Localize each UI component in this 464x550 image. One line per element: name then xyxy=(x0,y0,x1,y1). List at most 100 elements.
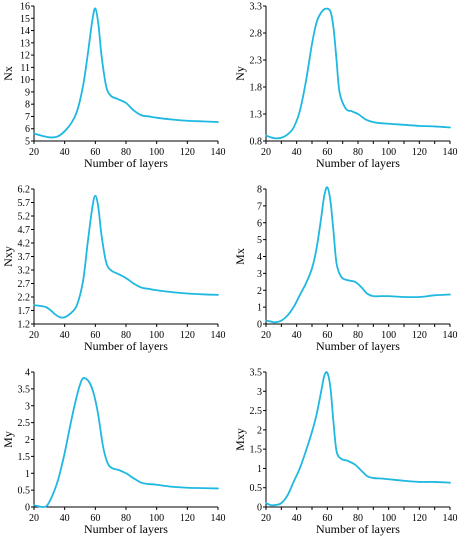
x-tick-label: 80 xyxy=(353,513,363,524)
x-tick-label: 80 xyxy=(121,147,131,158)
x-axis-title: Number of layers xyxy=(84,339,168,353)
x-tick-label: 140 xyxy=(443,330,458,341)
x-tick-label: 80 xyxy=(121,330,131,341)
y-tick-label: 3 xyxy=(257,269,262,280)
y-tick-label: 11 xyxy=(20,63,30,74)
x-tick-label: 60 xyxy=(322,513,332,524)
series-line xyxy=(33,7,219,139)
y-tick-label: 7 xyxy=(25,112,30,123)
y-axis-title: Mxy xyxy=(233,428,247,451)
y-tick-label: 2.2 xyxy=(18,293,31,304)
series-line xyxy=(33,377,219,508)
y-tick-label: 4.7 xyxy=(18,225,31,236)
x-tick-label: 100 xyxy=(149,513,164,524)
x-tick-label: 140 xyxy=(443,147,458,158)
y-tick-label: 1 xyxy=(257,303,262,314)
chart-mx: 0 1 2 3 4 5 6 7 8 20 40 60 80 100 120 140 Number of laye… xyxy=(233,185,458,354)
y-axis-title: My xyxy=(1,431,15,448)
y-tick-label: 5 xyxy=(25,137,30,148)
x-tick-label: 20 xyxy=(29,147,39,158)
x-tick-label: 20 xyxy=(29,330,39,341)
x-tick-label: 120 xyxy=(412,147,427,158)
y-tick-label: 4 xyxy=(25,368,30,379)
series-line xyxy=(265,7,451,140)
y-tick-label: 6 xyxy=(25,124,30,135)
x-tick-label: 40 xyxy=(292,330,302,341)
x-axis-title: Number of layers xyxy=(316,522,400,536)
y-tick-label: 3.5 xyxy=(250,368,263,379)
y-tick-label: 8 xyxy=(25,100,30,111)
y-tick-label: 13 xyxy=(20,38,30,49)
y-tick-label: 1.7 xyxy=(18,306,31,317)
x-tick-label: 40 xyxy=(60,147,70,158)
y-tick-label: 7 xyxy=(257,201,262,212)
chart-ny: 0.8 1.3 1.8 2.3 2.8 3.3 20 40 60 80 100 120 140 Numbe… xyxy=(233,2,458,171)
y-tick-label: 10 xyxy=(20,75,30,86)
x-tick-label: 40 xyxy=(292,513,302,524)
y-tick-label: 1.3 xyxy=(250,110,263,121)
series-line xyxy=(33,194,219,319)
y-tick-label: 2.7 xyxy=(18,279,31,290)
x-tick-label: 140 xyxy=(211,330,226,341)
y-tick-label: 2.3 xyxy=(250,56,263,67)
x-tick-label: 60 xyxy=(90,147,100,158)
y-tick-label: 3 xyxy=(25,401,30,412)
x-tick-label: 40 xyxy=(292,147,302,158)
y-tick-label: 2.8 xyxy=(250,29,263,40)
y-tick-label: 3.7 xyxy=(18,252,31,263)
series-line xyxy=(265,186,451,324)
y-tick-label: 0.5 xyxy=(250,483,263,494)
x-tick-label: 80 xyxy=(353,330,363,341)
y-tick-label: 9 xyxy=(25,87,30,98)
chart-my: 0 0.5 1 1.5 2 2.5 3 3.5 4 20 40 60 80 100 120 140 Number… xyxy=(1,368,226,537)
x-tick-label: 120 xyxy=(412,513,427,524)
y-axis-title: Ny xyxy=(233,66,247,81)
x-tick-label: 100 xyxy=(149,330,164,341)
x-tick-label: 60 xyxy=(90,513,100,524)
y-tick-label: 2 xyxy=(257,425,262,436)
y-tick-label: 3.2 xyxy=(18,266,31,277)
y-tick-label: 1.2 xyxy=(18,320,31,331)
chart-nxy: 1.2 1.7 2.2 2.7 3.2 3.7 4.2 4.7 5.2 5.7 6.2 20 40 60 8… xyxy=(1,185,226,354)
x-tick-label: 40 xyxy=(60,330,70,341)
y-axis-title: Mx xyxy=(233,248,247,265)
y-tick-label: 14 xyxy=(20,26,30,37)
x-tick-label: 100 xyxy=(381,147,396,158)
x-tick-label: 60 xyxy=(322,147,332,158)
x-axis-title: Number of layers xyxy=(316,156,400,170)
x-tick-label: 20 xyxy=(29,513,39,524)
x-tick-label: 120 xyxy=(180,147,195,158)
y-tick-label: 8 xyxy=(257,185,262,196)
y-tick-label: 3 xyxy=(257,387,262,398)
y-tick-label: 0.5 xyxy=(18,486,31,497)
x-tick-label: 20 xyxy=(261,330,271,341)
y-tick-label: 2 xyxy=(257,286,262,297)
x-tick-label: 120 xyxy=(412,330,427,341)
y-tick-label: 2.5 xyxy=(18,418,31,429)
y-tick-label: 15 xyxy=(20,14,30,25)
x-axis-title: Number of layers xyxy=(84,156,168,170)
y-tick-label: 16 xyxy=(20,2,30,13)
chart-mxy: 0 0.5 1 1.5 2 2.5 3 3.5 20 40 60 80 100 120 140 Number … xyxy=(233,368,458,537)
series-line xyxy=(265,371,451,507)
y-tick-label: 5.2 xyxy=(18,212,31,223)
x-tick-label: 20 xyxy=(261,147,271,158)
x-tick-label: 120 xyxy=(180,513,195,524)
y-tick-label: 0 xyxy=(25,503,30,514)
y-tick-label: 4 xyxy=(257,252,262,263)
x-tick-label: 80 xyxy=(353,147,363,158)
y-tick-label: 1 xyxy=(25,469,30,480)
y-tick-label: 12 xyxy=(20,51,30,62)
x-tick-label: 100 xyxy=(149,147,164,158)
y-tick-label: 5.7 xyxy=(18,198,31,209)
y-tick-label: 1.5 xyxy=(18,452,31,463)
x-tick-label: 140 xyxy=(211,147,226,158)
x-tick-label: 140 xyxy=(443,513,458,524)
x-tick-label: 100 xyxy=(381,513,396,524)
y-tick-label: 3.5 xyxy=(18,384,31,395)
x-tick-label: 80 xyxy=(121,513,131,524)
x-tick-label: 40 xyxy=(60,513,70,524)
x-tick-label: 20 xyxy=(261,513,271,524)
